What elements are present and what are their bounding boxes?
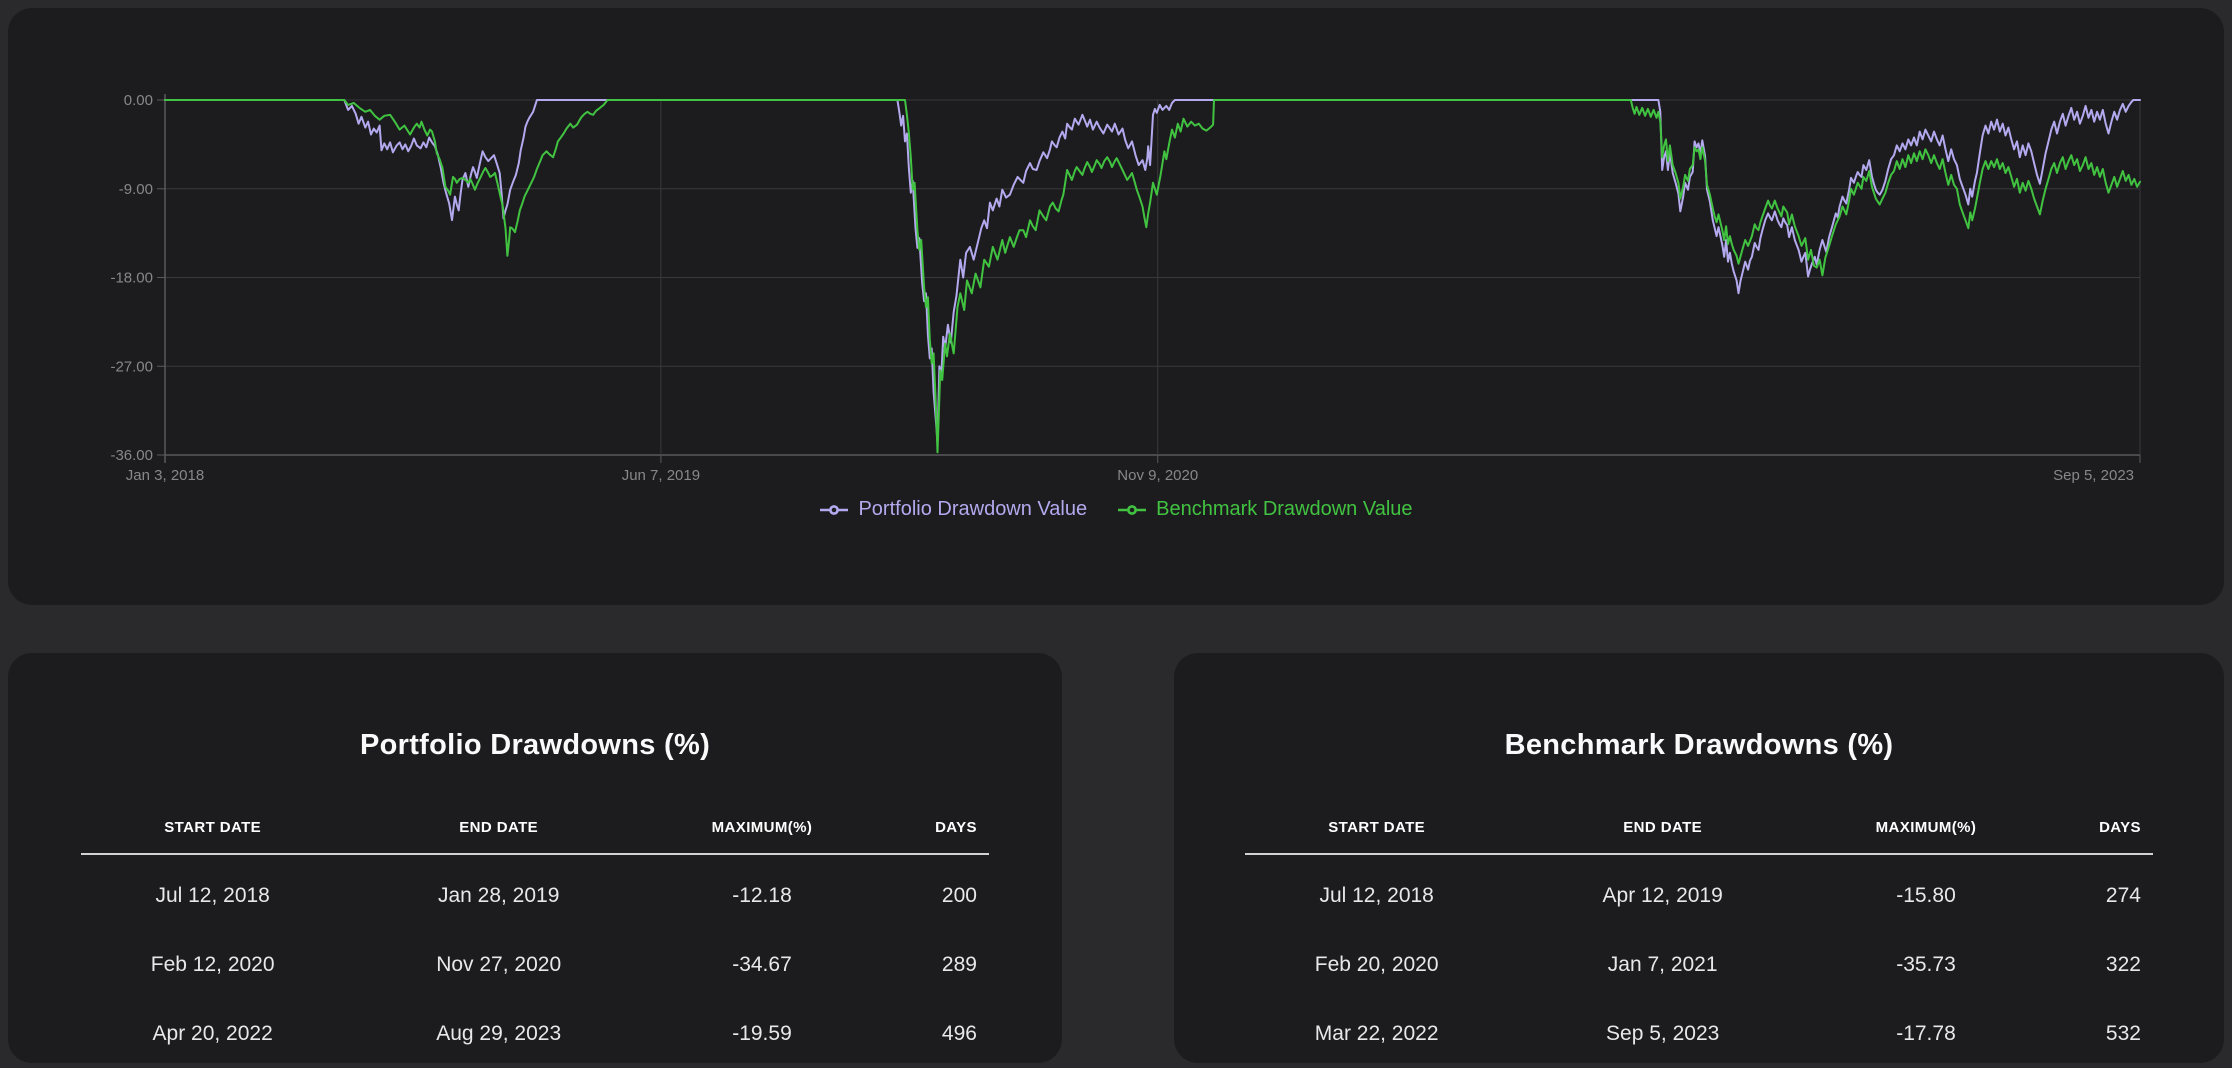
table-cell: Jul 12, 2018 [155,883,270,907]
legend-item[interactable]: Benchmark Drawdown Value [1117,498,1413,521]
table-cell: 289 [941,952,977,976]
legend-marker-icon [1118,504,1147,515]
column-header: START DATE [1328,819,1426,836]
x-axis-tick-label: Nov 9, 2020 [1117,467,1198,484]
table-row: Mar 22, 2022 Sep 5, 2023 -17.78 532 [1245,999,2153,1068]
table-cell: -34.67 [732,952,792,976]
table-cell: Apr 12, 2019 [1602,883,1723,907]
table-cell: Apr 20, 2022 [152,1021,273,1045]
x-axis-tick-label: Sep 5, 2023 [2053,467,2134,484]
y-axis-tick-label: -36.00 [110,447,153,464]
table-cell: Feb 20, 2020 [1314,952,1439,976]
table-header-row: START DATE END DATE MAXIMUM(%) DAYS [1245,817,2153,855]
table-cell: Sep 5, 2023 [1606,1021,1720,1045]
table-cell: -19.59 [732,1021,792,1045]
page-title: Benchmark Drawdowns (%) [1504,729,1894,761]
legend-label: Benchmark Drawdown Value [1156,498,1413,520]
table-row: Jul 12, 2018 Apr 12, 2019 -15.80 274 [1245,861,2153,930]
column-header: END DATE [1623,819,1703,836]
y-axis-tick-label: 0.00 [124,92,153,109]
table-body: Jul 12, 2018 Jan 28, 2019 -12.18 200 Feb 12,… [81,861,989,1068]
table-cell: 274 [2105,883,2141,907]
column-header: START DATE [164,819,262,836]
drawdowns-table: START DATE END DATE MAXIMUM(%) DAYS Jul 12,… [1245,817,2153,1068]
table-cell: Jul 12, 2018 [1319,883,1434,907]
table-cell: Mar 22, 2022 [1314,1021,1439,1045]
x-axis-tick-label: Jun 7, 2019 [622,467,700,484]
column-header: MAXIMUM(%) [1875,819,1977,836]
table-cell: Nov 27, 2020 [436,952,562,976]
table-cell: 532 [2105,1021,2141,1045]
drawdowns-table: START DATE END DATE MAXIMUM(%) DAYS Jul 12,… [81,817,989,1068]
column-header: DAYS [2099,819,2141,836]
drawdown-chart-card: 0.00 -9.00 -18.00 -27.00 -36.00 Jan 3, 2018 Ju… [8,8,2224,605]
table-cell: Jan 7, 2021 [1607,952,1718,976]
portfolio-drawdowns-card: Portfolio Drawdowns (%) START DATE END DA… [8,653,1062,1063]
table-cell: -17.78 [1896,1021,1956,1045]
column-header: DAYS [935,819,977,836]
table-cell: 322 [2105,952,2141,976]
table-row: Feb 20, 2020 Jan 7, 2021 -35.73 322 [1245,930,2153,999]
table-row: Apr 20, 2022 Aug 29, 2023 -19.59 496 [81,999,989,1068]
chart-legend: Portfolio Drawdown Value Benchmark Drawdo… [8,498,2224,521]
table-header-row: START DATE END DATE MAXIMUM(%) DAYS [81,817,989,855]
legend-marker-icon [820,504,849,515]
benchmark-drawdowns-card: Benchmark Drawdowns (%) START DATE END DA… [1174,653,2224,1063]
series-line [164,99,2141,454]
y-axis-tick-label: -27.00 [110,358,153,375]
table-cell: Jan 28, 2019 [437,883,560,907]
table-cell: -35.73 [1896,952,1956,976]
column-header: MAXIMUM(%) [711,819,813,836]
column-header: END DATE [459,819,539,836]
table-cell: Feb 12, 2020 [150,952,275,976]
y-axis-tick-label: -9.00 [119,181,153,198]
table-row: Jul 12, 2018 Jan 28, 2019 -12.18 200 [81,861,989,930]
y-axis-tick-label: -18.00 [110,270,153,287]
table-cell: -12.18 [732,883,792,907]
table-body: Jul 12, 2018 Apr 12, 2019 -15.80 274 Feb 20,… [1245,861,2153,1068]
table-cell: -15.80 [1896,883,1956,907]
drawdown-chart: 0.00 -9.00 -18.00 -27.00 -36.00 Jan 3, 2018 Ju… [110,92,2141,484]
x-axis-tick-label: Jan 3, 2018 [126,467,204,484]
series-line [164,99,2141,443]
table-cell: 496 [941,1021,977,1045]
table-cell: 200 [941,883,977,907]
legend-label: Portfolio Drawdown Value [858,498,1088,520]
table-cell: Aug 29, 2023 [436,1021,562,1045]
page-title: Portfolio Drawdowns (%) [359,729,711,761]
table-row: Feb 12, 2020 Nov 27, 2020 -34.67 289 [81,930,989,999]
legend-item[interactable]: Portfolio Drawdown Value [819,498,1087,521]
